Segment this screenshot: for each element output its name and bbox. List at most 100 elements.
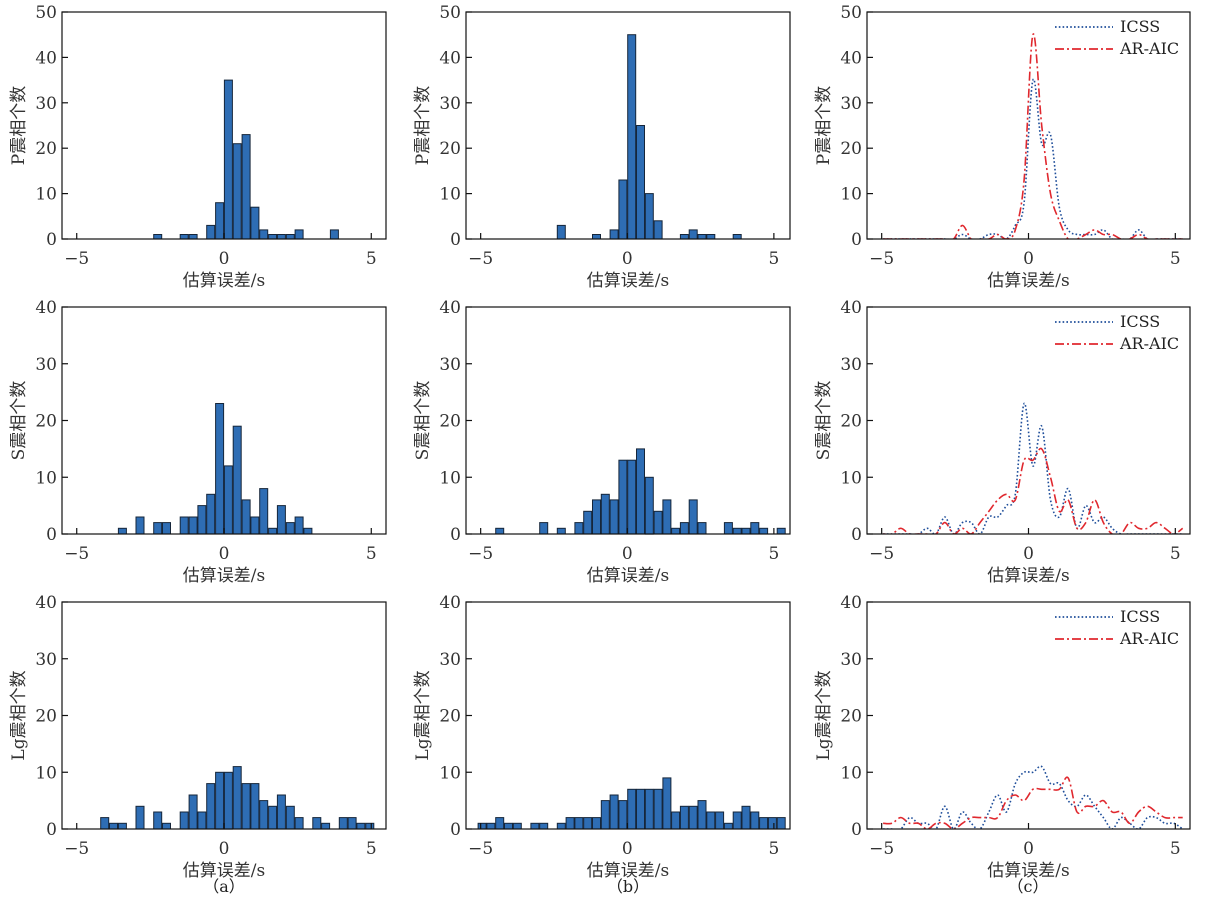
bar bbox=[636, 125, 645, 240]
bar bbox=[530, 822, 540, 830]
bar bbox=[285, 234, 295, 240]
bar bbox=[294, 229, 304, 240]
bar bbox=[679, 522, 689, 535]
bar bbox=[750, 522, 760, 535]
x-tick-label: 5 bbox=[366, 839, 377, 859]
bar bbox=[504, 822, 513, 830]
y-tick-label: 40 bbox=[439, 48, 461, 68]
bar bbox=[706, 811, 716, 830]
bar bbox=[609, 794, 619, 830]
y-tick-label: 10 bbox=[439, 185, 461, 205]
x-tick-label: 0 bbox=[219, 544, 230, 564]
x-tick-label: 0 bbox=[219, 249, 230, 269]
x-tick-label: −5 bbox=[468, 544, 493, 564]
bar bbox=[512, 822, 522, 830]
y-axis-label: P震相个数 bbox=[9, 86, 29, 165]
bar bbox=[268, 805, 278, 830]
bar bbox=[365, 822, 375, 830]
bar bbox=[135, 516, 145, 535]
bar bbox=[250, 516, 260, 535]
bar bbox=[206, 224, 216, 240]
y-tick-label: 20 bbox=[840, 707, 862, 727]
series-line-ar-aic bbox=[883, 33, 1183, 239]
bar bbox=[329, 229, 339, 240]
bar bbox=[285, 522, 295, 535]
bar bbox=[294, 817, 304, 830]
bar bbox=[312, 817, 322, 830]
bar bbox=[232, 143, 242, 240]
y-tick-label: 0 bbox=[450, 525, 461, 545]
bar bbox=[671, 811, 681, 830]
x-axis-label: 估算误差/s bbox=[987, 271, 1069, 291]
bar bbox=[338, 817, 348, 830]
x-axis-label: 估算误差/s bbox=[987, 861, 1069, 881]
x-tick-label: −5 bbox=[869, 544, 894, 564]
legend-label: ICSS bbox=[1120, 607, 1160, 626]
y-tick-label: 0 bbox=[450, 230, 461, 250]
bar bbox=[600, 800, 610, 830]
bar bbox=[653, 510, 663, 535]
bar bbox=[223, 79, 233, 240]
plot-frame bbox=[465, 11, 791, 240]
bar bbox=[268, 234, 278, 240]
bar bbox=[356, 822, 366, 830]
y-axis-label: S震相个数 bbox=[814, 381, 834, 461]
legend-label: AR-AIC bbox=[1119, 334, 1179, 353]
x-tick-label: 5 bbox=[768, 544, 779, 564]
caption-a: （a） bbox=[203, 877, 245, 896]
y-tick-label: 10 bbox=[35, 763, 57, 783]
bar bbox=[627, 459, 637, 535]
y-axis-label: S震相个数 bbox=[413, 381, 433, 461]
bar bbox=[723, 522, 733, 535]
bar bbox=[609, 499, 619, 535]
y-tick-label: 40 bbox=[35, 48, 57, 68]
legend-label: AR-AIC bbox=[1119, 629, 1179, 648]
bar bbox=[697, 234, 707, 240]
y-tick-label: 20 bbox=[840, 412, 862, 432]
y-tick-label: 0 bbox=[46, 230, 57, 250]
x-tick-label: 0 bbox=[622, 249, 633, 269]
bar bbox=[618, 800, 628, 830]
bar bbox=[644, 193, 654, 240]
bar bbox=[671, 527, 681, 535]
y-tick-label: 40 bbox=[840, 298, 862, 318]
subplot-a-S: −5 0 5 0 10 20 30 40 估算误差/s S震相个数 bbox=[9, 298, 387, 586]
bar bbox=[215, 403, 225, 535]
y-tick-label: 20 bbox=[439, 412, 461, 432]
y-tick-label: 0 bbox=[851, 820, 862, 840]
y-tick-label: 0 bbox=[851, 525, 862, 545]
subplot-c-S: ICSS AR-AIC −5 0 5 0 10 20 30 40 估算误差/s S震相个数 bbox=[814, 298, 1191, 586]
bar bbox=[636, 788, 645, 830]
caption-b: （b） bbox=[607, 877, 649, 896]
y-tick-label: 20 bbox=[439, 139, 461, 159]
bar bbox=[117, 822, 127, 830]
bar bbox=[636, 448, 645, 535]
bar bbox=[600, 493, 610, 535]
y-tick-label: 20 bbox=[840, 139, 862, 159]
y-tick-label: 20 bbox=[439, 707, 461, 727]
bar bbox=[232, 425, 242, 535]
legend-label: ICSS bbox=[1120, 312, 1160, 331]
bar bbox=[539, 822, 549, 830]
y-tick-label: 40 bbox=[439, 298, 461, 318]
y-tick-label: 40 bbox=[35, 298, 57, 318]
subplot-b-S: −5 0 5 0 10 20 30 40 估算误差/s S震相个数 bbox=[413, 298, 791, 586]
bar bbox=[276, 505, 286, 535]
x-axis-label: 估算误差/s bbox=[987, 566, 1069, 586]
bar bbox=[259, 229, 269, 240]
bar bbox=[759, 817, 769, 830]
bar bbox=[197, 811, 207, 830]
bar bbox=[574, 817, 584, 830]
bar bbox=[741, 527, 751, 535]
y-tick-label: 20 bbox=[35, 412, 57, 432]
y-tick-label: 40 bbox=[439, 593, 461, 613]
y-tick-label: 20 bbox=[35, 139, 57, 159]
y-tick-label: 30 bbox=[439, 94, 461, 114]
bar bbox=[539, 522, 549, 535]
bar bbox=[109, 822, 118, 830]
x-tick-label: −5 bbox=[64, 839, 89, 859]
bar bbox=[276, 234, 286, 240]
series-line-icss bbox=[883, 78, 1183, 239]
